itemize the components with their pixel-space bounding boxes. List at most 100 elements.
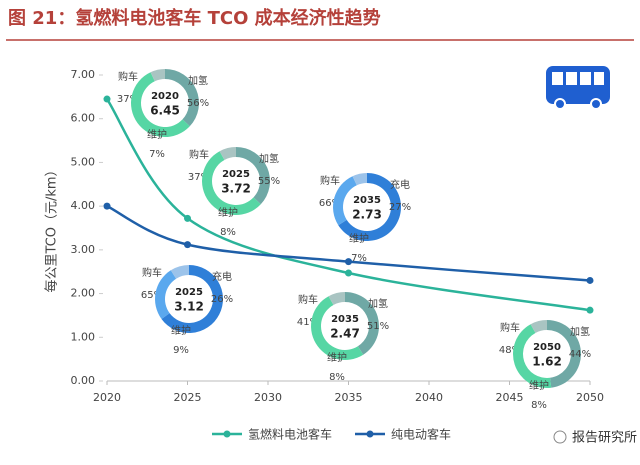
segment-label: 27% — [389, 202, 411, 213]
watermark-text: 报告研究所 — [572, 431, 637, 446]
donut-year: 2020 — [151, 91, 179, 102]
series-line — [106, 205, 591, 282]
y-tick-label: 5.00 — [71, 155, 96, 168]
donut-year: 2025 — [222, 169, 250, 180]
segment-name: 购车 — [189, 148, 209, 161]
segment-name: 购车 — [298, 293, 318, 306]
segment-name: 充电 — [390, 178, 410, 191]
y-tick-label: 7.00 — [71, 68, 96, 81]
watermark: 报告研究所 — [553, 430, 637, 446]
donut-year: 2035 — [331, 314, 359, 325]
segment-label: 48% — [499, 345, 521, 356]
donut: 购车 41% 加氢 51% 维护 8% 2035 2.47 — [297, 292, 389, 383]
segment-label: 8% — [220, 227, 236, 238]
segment-label: 44% — [569, 349, 591, 360]
segment-label: 55% — [258, 176, 280, 187]
donut-segment — [345, 292, 380, 355]
series-point — [103, 95, 111, 103]
donut: 购车 37% 加氢 56% 维护 7% 2020 6.45 — [117, 69, 209, 160]
segment-name: 维护 — [529, 379, 549, 392]
legend-label: 纯电动客车 — [391, 427, 451, 442]
donut-segment — [165, 69, 199, 127]
donut-year: 2050 — [533, 342, 561, 353]
donut-segment — [513, 324, 552, 389]
donut-segment — [201, 151, 261, 216]
series-point — [345, 269, 352, 277]
donut-value: 3.72 — [221, 182, 251, 196]
segment-name: 维护 — [171, 324, 191, 337]
segment-name: 维护 — [327, 351, 347, 364]
segment-label: 7% — [351, 253, 367, 264]
segment-name: 维护 — [147, 128, 167, 141]
segment-label: 37% — [117, 94, 139, 105]
donut: 购车 65% 充电 26% 维护 9% 2025 3.12 — [141, 265, 233, 356]
segment-label: 66% — [319, 198, 341, 209]
segment-label: 56% — [187, 98, 209, 109]
donut-bg — [322, 303, 368, 349]
donut-segment — [547, 320, 581, 388]
segment-name: 维护 — [218, 206, 238, 219]
donut-segment — [150, 69, 165, 82]
segment-name: 购车 — [118, 70, 138, 83]
y-tick-label: 2.00 — [71, 287, 96, 300]
donut-value: 2.73 — [352, 208, 382, 222]
donut-value: 1.62 — [532, 355, 562, 369]
series-point — [345, 258, 352, 266]
donut-segment — [352, 173, 367, 186]
legend-marker — [366, 430, 374, 438]
segment-label: 65% — [141, 290, 163, 301]
y-tick-label: 3.00 — [71, 243, 96, 256]
donut-segment — [332, 176, 357, 226]
segment-label: 9% — [173, 345, 189, 356]
donut-value: 3.12 — [174, 300, 204, 314]
series-point — [586, 306, 594, 314]
legend-marker — [223, 430, 231, 438]
donut-segment — [338, 173, 401, 241]
donut-year: 2025 — [175, 287, 203, 298]
legend-label: 氢燃料电池客车 — [248, 427, 332, 442]
donut-segment — [161, 265, 223, 333]
donut-year: 2035 — [353, 195, 381, 206]
x-tick-label: 2020 — [93, 391, 121, 404]
x-tick-label: 2035 — [335, 391, 363, 404]
donut-bg — [142, 80, 188, 126]
segment-label: 51% — [367, 321, 389, 332]
y-tick-label: 4.00 — [71, 199, 96, 212]
donut-bg — [213, 158, 259, 204]
y-tick-label: 0.00 — [71, 374, 96, 387]
segment-name: 加氢 — [368, 297, 388, 310]
x-tick-label: 2030 — [254, 391, 282, 404]
donut-segment — [219, 147, 236, 160]
segment-name: 加氢 — [188, 74, 208, 87]
donut-segment — [170, 265, 189, 279]
donut-value: 6.45 — [150, 104, 180, 118]
series-point — [184, 214, 191, 222]
series-point — [184, 241, 191, 249]
donut-segment — [311, 296, 364, 360]
x-tick-label: 2045 — [496, 391, 524, 404]
y-tick-label: 1.00 — [71, 330, 96, 343]
x-tick-label: 2050 — [576, 391, 604, 404]
segment-name: 加氢 — [570, 325, 590, 338]
segment-label: 8% — [329, 372, 345, 383]
segment-label: 37% — [188, 172, 210, 183]
segment-name: 维护 — [349, 232, 369, 245]
donut-segment — [236, 147, 271, 205]
series-point — [586, 276, 594, 284]
series-point — [103, 202, 111, 210]
donut-bg — [166, 276, 212, 322]
x-tick-label: 2040 — [415, 391, 443, 404]
segment-label: 8% — [531, 400, 547, 411]
donut: 购车 48% 加氢 44% 维护 8% 2050 1.62 — [499, 320, 591, 411]
segment-name: 加氢 — [259, 152, 279, 165]
y-axis-label: 每公里TCO（元/km） — [44, 163, 60, 292]
segment-name: 购车 — [320, 174, 340, 187]
donut-segment — [530, 320, 547, 333]
donut-bg — [524, 331, 570, 377]
bus-icon — [546, 66, 610, 110]
donut: 购车 37% 加氢 55% 维护 8% 2025 3.72 — [188, 147, 280, 238]
donut-segment — [328, 292, 345, 305]
segment-name: 购车 — [500, 321, 520, 334]
donut-segment — [154, 270, 177, 319]
